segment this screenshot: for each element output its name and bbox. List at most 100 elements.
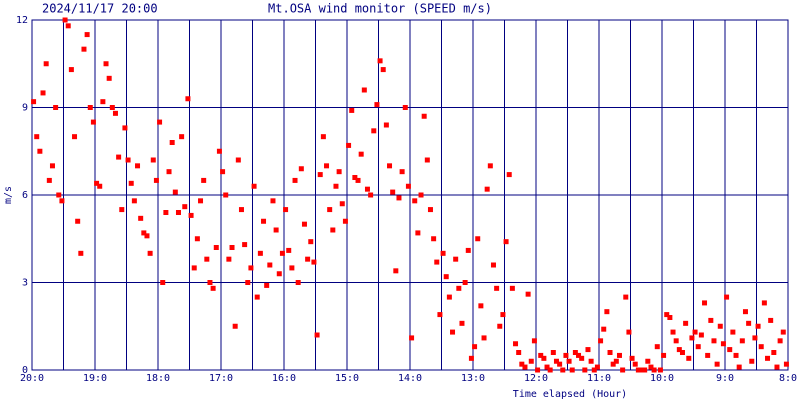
- x-tick-label: 20:0: [20, 373, 44, 384]
- data-point: [364, 186, 370, 192]
- data-point: [374, 102, 380, 108]
- data-point: [639, 367, 645, 373]
- data-point: [116, 154, 122, 160]
- data-point: [421, 113, 427, 119]
- data-point: [153, 177, 159, 183]
- data-point: [248, 265, 254, 271]
- data-point: [62, 17, 68, 23]
- data-point: [377, 58, 383, 64]
- data-point: [553, 358, 559, 364]
- data-point: [409, 335, 415, 341]
- data-point: [714, 361, 720, 367]
- data-point: [616, 352, 622, 358]
- data-point: [135, 163, 141, 169]
- data-point: [175, 210, 181, 215]
- data-point: [106, 75, 112, 81]
- x-tick-label: 11:0: [587, 373, 611, 384]
- data-point: [774, 364, 780, 370]
- data-point: [97, 183, 103, 189]
- x-tick-label: 19:0: [83, 373, 107, 384]
- data-point: [431, 236, 437, 242]
- data-point: [207, 280, 213, 285]
- data-point: [777, 338, 783, 344]
- data-point: [182, 204, 188, 210]
- data-point: [550, 350, 556, 355]
- data-point: [346, 142, 352, 148]
- data-point: [87, 105, 93, 110]
- data-point: [698, 332, 704, 338]
- data-point: [320, 134, 326, 140]
- data-point: [771, 350, 777, 355]
- data-point: [513, 341, 519, 347]
- data-point: [780, 329, 786, 335]
- data-point: [465, 247, 471, 253]
- data-point: [295, 280, 301, 285]
- data-point: [752, 335, 758, 341]
- data-point: [739, 338, 745, 344]
- data-point: [481, 335, 487, 341]
- data-point: [232, 323, 238, 329]
- data-point: [333, 183, 339, 189]
- data-point: [314, 332, 320, 338]
- data-point: [645, 358, 651, 364]
- data-point: [349, 107, 355, 113]
- data-point: [462, 280, 468, 285]
- data-point: [472, 344, 478, 350]
- x-tick-label: 9:0: [716, 373, 734, 384]
- data-point: [547, 367, 553, 373]
- data-point: [194, 236, 200, 242]
- data-point: [544, 364, 550, 370]
- data-point: [402, 105, 408, 110]
- data-point: [261, 218, 267, 224]
- data-point: [727, 347, 733, 353]
- data-point: [383, 122, 389, 128]
- data-point: [308, 239, 314, 245]
- data-point: [450, 329, 456, 335]
- data-point: [84, 32, 90, 38]
- data-point: [292, 177, 298, 183]
- data-point: [516, 350, 522, 355]
- data-point: [541, 355, 547, 361]
- data-point: [358, 151, 364, 157]
- data-point: [109, 105, 115, 110]
- data-point: [131, 198, 137, 204]
- data-point: [717, 323, 723, 329]
- data-point: [667, 315, 673, 320]
- data-point: [746, 320, 752, 326]
- x-tick-label: 8:0: [779, 373, 797, 384]
- y-tick-label: 3: [22, 278, 28, 289]
- data-point: [279, 250, 285, 256]
- data-point: [453, 256, 459, 262]
- data-point: [733, 352, 739, 358]
- data-point: [623, 294, 629, 300]
- data-point: [758, 344, 764, 350]
- data-point: [216, 148, 222, 154]
- data-point: [519, 361, 525, 367]
- data-point: [138, 215, 144, 221]
- data-point: [210, 285, 216, 291]
- y-tick-label: 0: [22, 365, 28, 376]
- data-point: [591, 367, 597, 373]
- data-point: [188, 212, 194, 218]
- data-point: [522, 364, 528, 370]
- plot-frame: [31, 19, 789, 371]
- data-point: [172, 189, 178, 195]
- data-point: [380, 67, 386, 73]
- data-point: [695, 344, 701, 350]
- data-point: [500, 312, 506, 318]
- data-point: [336, 169, 342, 175]
- data-point: [588, 358, 594, 364]
- data-point: [598, 338, 604, 344]
- data-point: [56, 192, 62, 198]
- data-point: [538, 352, 544, 358]
- data-point: [749, 358, 755, 364]
- data-point: [37, 148, 43, 154]
- data-point: [497, 323, 503, 329]
- data-point: [198, 198, 204, 204]
- data-point: [585, 347, 591, 353]
- data-point: [657, 367, 663, 373]
- data-point: [683, 320, 689, 326]
- data-point: [276, 271, 282, 277]
- data-point: [418, 192, 424, 198]
